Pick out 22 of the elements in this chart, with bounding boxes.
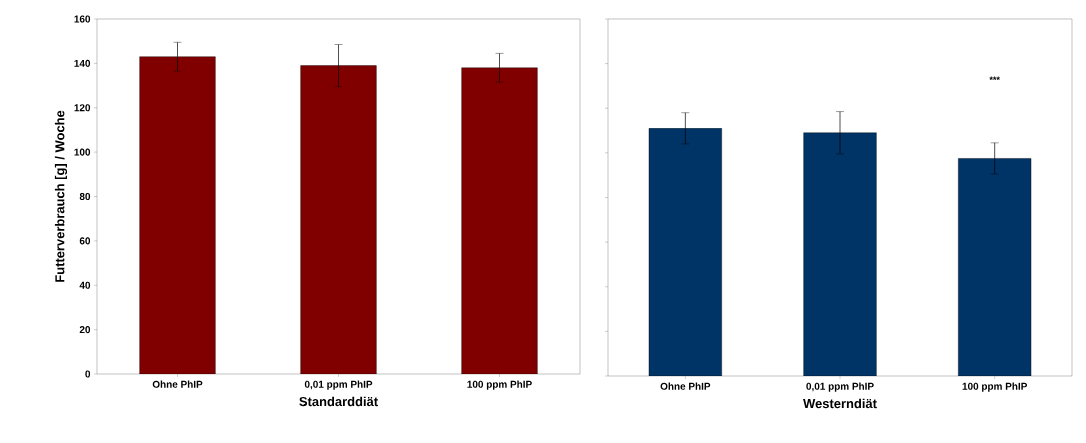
y-tick-label: 100 [74, 148, 91, 156]
annotation: *** [989, 76, 1000, 80]
y-tick-label: 120 [74, 104, 91, 112]
x-axis-title: Westerndiät [803, 398, 877, 409]
y-tick-label: 0 [85, 370, 91, 378]
x-tick-label: 100 ppm PhIP [962, 382, 1027, 392]
x-tick-label: Ohne PhIP [660, 382, 711, 390]
x-tick-label: 0,01 ppm PhIP [806, 382, 874, 392]
y-axis-title: Futterverbrauch [g] / Woche [54, 110, 68, 282]
x-tick-label: 0,01 ppm PhIP [304, 380, 373, 390]
x-axis-title: Standarddiät [299, 396, 378, 407]
bar [461, 67, 538, 374]
y-tick-label: 60 [79, 237, 91, 245]
x-tick-label: 100 ppm PhIP [467, 380, 532, 390]
y-tick-label: 160 [74, 15, 91, 23]
bar [139, 56, 216, 374]
x-tick-label: Ohne PhIP [152, 380, 203, 388]
y-tick-label: 40 [79, 281, 91, 289]
y-tick-label: 140 [74, 59, 91, 67]
y-tick-label: 20 [79, 326, 91, 334]
bar [300, 65, 377, 374]
y-tick-label: 80 [79, 192, 91, 201]
